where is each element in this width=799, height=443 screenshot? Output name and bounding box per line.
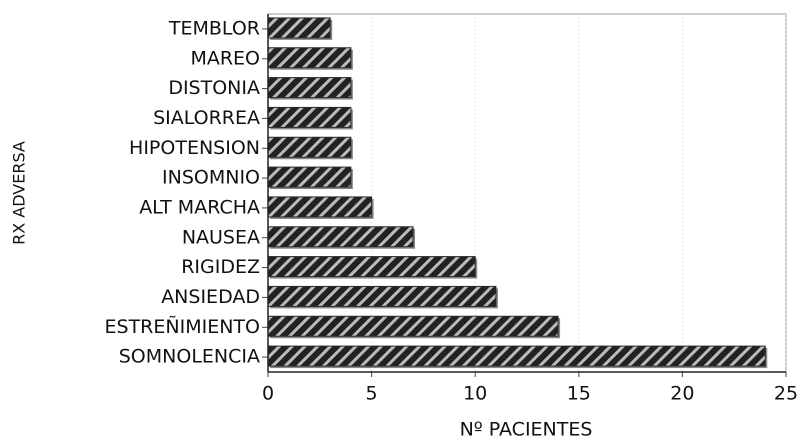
y-tick-label: SIALORREA: [153, 107, 260, 129]
y-tick-label: ANSIEDAD: [161, 286, 260, 308]
bar: [267, 226, 414, 248]
y-tick-label: INSOMNIO: [162, 167, 260, 189]
y-tick-label: TEMBLOR: [168, 17, 260, 39]
bar: [267, 345, 766, 367]
y-tick-label: ESTREÑIMIENTO: [105, 315, 260, 338]
x-tick-label: 15: [567, 383, 591, 405]
y-axis-label: RX ADVERSA: [10, 141, 29, 245]
bar: [267, 196, 373, 218]
y-tick-label: RIGIDEZ: [181, 256, 260, 278]
bar: [267, 315, 559, 337]
x-axis-label: Nº PACIENTES: [460, 419, 593, 441]
x-tick-label: 0: [262, 383, 274, 405]
x-tick-label: 20: [670, 383, 694, 405]
bar: [267, 106, 352, 128]
bar: [267, 17, 331, 39]
y-tick-label: MAREO: [190, 47, 260, 69]
y-tick-label: HIPOTENSION: [129, 137, 260, 159]
bar: [267, 47, 352, 69]
x-tick-label: 10: [463, 383, 487, 405]
x-tick-label: 5: [366, 383, 378, 405]
bar: [267, 166, 352, 188]
bar: [267, 77, 352, 99]
y-tick-label: DISTONIA: [168, 77, 260, 99]
y-tick-label: SOMNOLENCIA: [119, 346, 260, 368]
x-tick-label: 25: [774, 383, 798, 405]
y-tick-label: NAUSEA: [182, 226, 260, 248]
bar: [267, 256, 476, 278]
bar: [267, 285, 497, 307]
y-tick-label: ALT MARCHA: [139, 196, 260, 218]
bar: [267, 136, 352, 158]
